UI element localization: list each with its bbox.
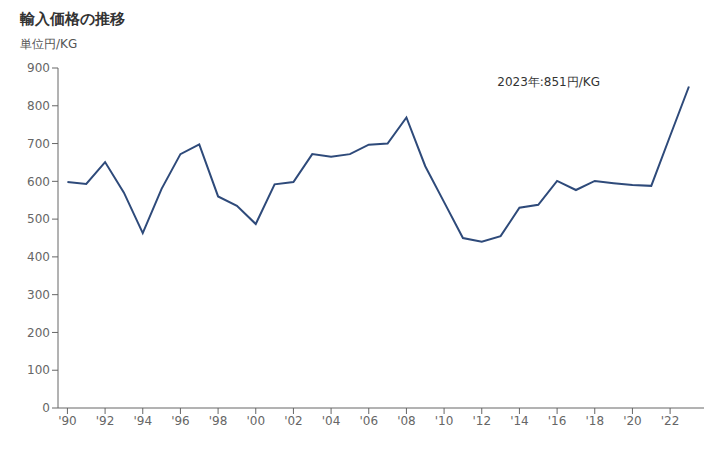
svg-text:'02: '02 — [284, 414, 303, 428]
svg-text:'18: '18 — [585, 414, 604, 428]
svg-text:'20: '20 — [623, 414, 642, 428]
svg-text:'98: '98 — [209, 414, 228, 428]
svg-text:'22: '22 — [661, 414, 680, 428]
svg-text:300: 300 — [27, 288, 50, 302]
svg-text:900: 900 — [27, 61, 50, 75]
svg-text:600: 600 — [27, 175, 50, 189]
svg-text:'06: '06 — [359, 414, 378, 428]
svg-text:'92: '92 — [96, 414, 115, 428]
svg-text:'12: '12 — [472, 414, 491, 428]
svg-text:'14: '14 — [510, 414, 529, 428]
html-text:2023年:851円/KG: 2023年:851円/KG — [497, 75, 600, 89]
svg-text:700: 700 — [27, 137, 50, 151]
svg-text:'16: '16 — [548, 414, 567, 428]
html-text:単位円/KG: 単位円/KG — [20, 37, 78, 51]
svg-text:500: 500 — [27, 212, 50, 226]
svg-text:'96: '96 — [171, 414, 190, 428]
svg-text:'94: '94 — [133, 414, 152, 428]
html-text:輸入価格の推移: 輸入価格の推移 — [20, 10, 125, 28]
svg-text:400: 400 — [27, 250, 50, 264]
svg-text:'10: '10 — [435, 414, 454, 428]
svg-text:100: 100 — [27, 363, 50, 377]
svg-text:0: 0 — [42, 401, 50, 415]
svg-text:'90: '90 — [58, 414, 77, 428]
svg-text:800: 800 — [27, 99, 50, 113]
svg-text:'04: '04 — [322, 414, 341, 428]
svg-text:200: 200 — [27, 326, 50, 340]
svg-text:'00: '00 — [246, 414, 265, 428]
svg-text:'08: '08 — [397, 414, 416, 428]
